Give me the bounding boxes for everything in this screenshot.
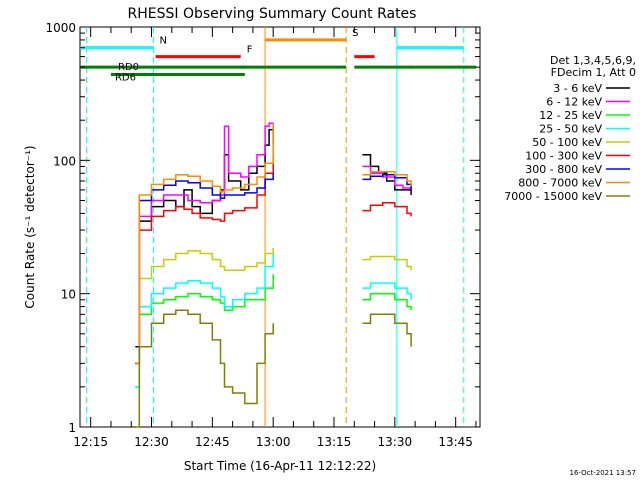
y-tick-label: 1000 [45, 21, 76, 35]
legend-label: 3 - 6 keV [553, 82, 602, 95]
series-line [362, 282, 412, 300]
legend-label: 100 - 300 keV [525, 150, 602, 163]
series-line [135, 248, 274, 365]
status-bar-label: F [247, 45, 253, 56]
footer-date: 16-Oct-2021 13:57 [570, 469, 636, 477]
x-axis: 12:15 12:30 12:45 13:00 13:15 13:30 13:45 [73, 27, 477, 449]
chart-title: RHESSI Observing Summary Count Rates [128, 6, 417, 22]
series-line [362, 171, 412, 187]
series-line [362, 202, 412, 217]
legend-label: 12 - 25 keV [539, 109, 602, 122]
status-bar-label: S [352, 28, 358, 39]
x-tick-label: 12:30 [134, 435, 169, 449]
status-bar-label: RD0 [118, 62, 139, 73]
status-bar-label: RD6 [115, 73, 136, 84]
x-tick-label: 12:45 [195, 435, 230, 449]
series-line [135, 309, 274, 428]
y-axis: 1 10 100 1000 [45, 21, 480, 435]
legend: Det 1,3,4,5,6,9,FDecim 1, Att 0 3 - 6 keV… [504, 54, 636, 203]
legend-header: Det 1,3,4,5,6,9, [550, 54, 636, 67]
legend-label: 50 - 100 keV [532, 136, 602, 149]
legend-label: 800 - 7000 keV [518, 177, 602, 190]
legend-header: FDecim 1, Att 0 [551, 66, 636, 79]
y-tick-label: 1 [68, 421, 76, 435]
series-line [362, 313, 412, 347]
legend-label: 7000 - 15000 keV [504, 190, 602, 203]
plot-frame [79, 26, 481, 428]
legend-label: 6 - 12 keV [546, 96, 602, 109]
y-tick-label: 100 [53, 154, 76, 168]
x-tick-label: 13:30 [378, 435, 413, 449]
x-tick-label: 13:00 [256, 435, 291, 449]
series-lines [135, 122, 412, 428]
x-tick-label: 12:15 [73, 435, 108, 449]
status-bar-label: N [160, 36, 167, 47]
x-axis-label: Start Time (16-Apr-11 12:12:22) [184, 459, 376, 473]
vertical-markers [86, 27, 465, 427]
series-line [135, 248, 274, 388]
series-line [362, 292, 412, 311]
legend-label: 25 - 50 keV [539, 123, 602, 136]
legend-label: 300 - 800 keV [525, 163, 602, 176]
series-line [135, 173, 274, 365]
series-line [135, 122, 274, 365]
y-tick-label: 10 [61, 288, 76, 302]
series-line [135, 274, 274, 388]
x-tick-label: 13:45 [438, 435, 473, 449]
x-tick-label: 13:15 [317, 435, 352, 449]
y-axis-label: Count Rate (s⁻¹ detector⁻¹) [23, 145, 37, 308]
series-line [362, 255, 412, 271]
series-line [135, 128, 274, 348]
series-line [135, 154, 274, 365]
series-line [135, 123, 274, 365]
